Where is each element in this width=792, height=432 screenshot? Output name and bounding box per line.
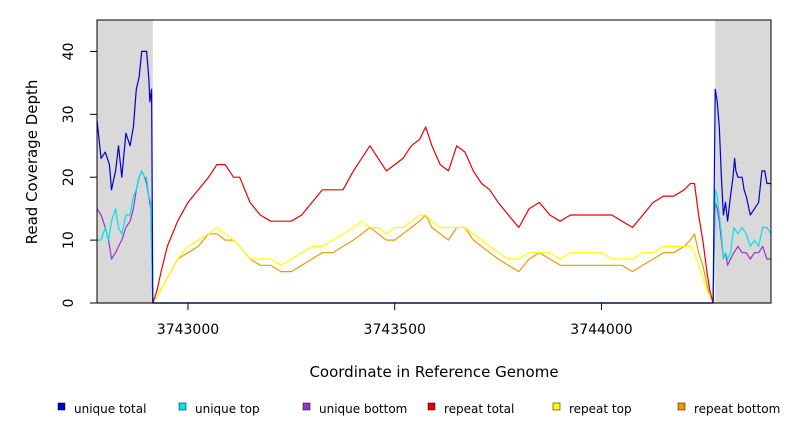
shaded-region-2: [715, 20, 771, 303]
series-line-repeat-bottom: [97, 214, 771, 304]
y-axis-title: Read Coverage Depth: [23, 80, 41, 245]
legend-swatch-repeat-bottom: [677, 402, 686, 411]
legend-label-repeat-top: repeat top: [569, 402, 632, 416]
legend-label-unique-top: unique top: [195, 402, 260, 416]
series-line-repeat-total: [152, 126, 714, 304]
legend-label-repeat-bottom: repeat bottom: [694, 402, 780, 416]
y-axis: 0 10 20 30 40: [61, 43, 97, 308]
legend-swatch-unique-total: [57, 402, 66, 411]
x-axis-title: Coordinate in Reference Genome: [309, 363, 558, 381]
legend-swatch-repeat-total: [427, 402, 436, 411]
x-tick-label: 3743500: [364, 322, 426, 338]
series-line-unique-total: [96, 50, 771, 304]
legend-swatch-unique-bottom: [302, 402, 311, 411]
shaded-region-1: [97, 20, 153, 303]
legend-swatch-repeat-top: [552, 402, 561, 411]
y-tick-label: 30: [61, 105, 77, 123]
x-tick-label: 3743000: [157, 322, 219, 338]
y-tick-label: 0: [61, 299, 77, 308]
series-line-repeat-top: [152, 214, 714, 304]
legend-label-unique-total: unique total: [74, 402, 146, 416]
legend: unique total unique top unique bottom repea…: [57, 402, 780, 416]
y-tick-label: 10: [61, 231, 77, 249]
legend-swatch-unique-top: [178, 402, 187, 411]
x-axis: 3743000 3743500 3744000: [157, 303, 633, 338]
legend-label-repeat-total: repeat total: [444, 402, 514, 416]
series-lines: [96, 50, 772, 304]
legend-label-unique-bottom: unique bottom: [319, 402, 407, 416]
y-tick-label: 40: [61, 43, 77, 61]
shaded-regions: [97, 20, 771, 303]
plot-frame: [96, 19, 772, 304]
y-tick-label: 20: [61, 168, 77, 186]
x-tick-label: 3744000: [570, 322, 632, 338]
